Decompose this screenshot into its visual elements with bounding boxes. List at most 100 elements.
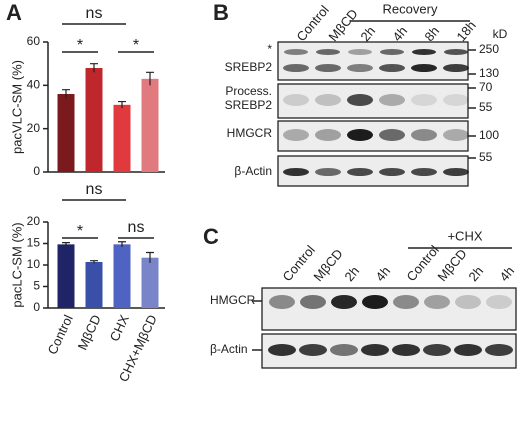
band xyxy=(379,129,405,141)
band xyxy=(331,295,357,309)
lane-label: 2h xyxy=(341,263,362,284)
band xyxy=(361,344,389,356)
row-label: SREBP2 xyxy=(225,60,273,74)
band xyxy=(347,64,373,72)
y-tick-label: 10 xyxy=(27,257,41,271)
band xyxy=(411,168,437,176)
band xyxy=(347,94,373,106)
y-tick-label: 0 xyxy=(33,300,40,314)
band xyxy=(315,129,341,141)
marker-label: 130 xyxy=(479,66,499,80)
lane-label: 8h xyxy=(421,23,442,44)
marker-label: 250 xyxy=(479,42,499,56)
y-tick-label: 20 xyxy=(27,214,41,228)
marker-label: 55 xyxy=(479,100,493,114)
y-axis-label: pacVLC-SM (%) xyxy=(9,60,24,154)
band xyxy=(380,49,404,55)
row-label: β-Actin xyxy=(210,342,248,356)
band xyxy=(379,64,405,72)
band xyxy=(443,94,469,106)
band xyxy=(315,168,341,176)
band xyxy=(315,94,341,106)
band xyxy=(486,295,512,309)
error-bar xyxy=(90,63,98,73)
lane-label: 4h xyxy=(372,263,393,284)
band xyxy=(444,49,468,55)
band xyxy=(485,344,513,356)
band xyxy=(348,49,372,55)
bar xyxy=(57,94,75,172)
band xyxy=(284,49,308,55)
bar xyxy=(85,261,103,308)
y-axis-label: pacLC-SM (%) xyxy=(9,222,24,307)
group-label: +CHX xyxy=(447,228,482,243)
blot-strip xyxy=(261,287,517,331)
band xyxy=(283,168,309,176)
y-tick-label: 15 xyxy=(27,236,41,250)
band xyxy=(443,168,469,176)
bar xyxy=(57,244,75,308)
row-label: * xyxy=(267,42,272,56)
band xyxy=(268,344,296,356)
significance-label: ns xyxy=(86,5,103,22)
band xyxy=(392,344,420,356)
marker-label: 55 xyxy=(479,150,493,164)
band xyxy=(443,129,469,141)
bar xyxy=(113,104,131,172)
row-label: HMGCR xyxy=(210,293,256,307)
y-tick-label: 0 xyxy=(33,164,40,178)
blot-strip xyxy=(277,41,469,81)
band xyxy=(330,344,358,356)
band xyxy=(443,64,469,72)
panel-label: B xyxy=(213,0,229,25)
significance-label: ns xyxy=(86,181,103,198)
error-bar xyxy=(62,89,70,99)
band xyxy=(454,344,482,356)
marker-label: 100 xyxy=(479,128,499,142)
x-tick-label: MβCD xyxy=(75,312,104,352)
error-bar xyxy=(118,241,126,247)
error-bar xyxy=(146,251,154,263)
band xyxy=(283,94,309,106)
unit-label: kD xyxy=(493,27,508,41)
error-bar xyxy=(90,260,98,264)
panel-label: A xyxy=(6,0,22,25)
error-bar xyxy=(118,100,126,109)
significance-label: ns xyxy=(128,219,145,236)
band xyxy=(411,94,437,106)
row-label: SREBP2 xyxy=(225,98,273,112)
error-bar xyxy=(146,71,154,86)
band xyxy=(424,295,450,309)
significance-label: * xyxy=(133,37,139,54)
band xyxy=(299,344,327,356)
bar xyxy=(141,78,159,172)
group-label: Recovery xyxy=(383,1,438,16)
band xyxy=(269,295,295,309)
band xyxy=(411,129,437,141)
bar xyxy=(113,244,131,308)
band xyxy=(411,64,437,72)
band xyxy=(393,295,419,309)
band xyxy=(379,168,405,176)
lane-label: 2h xyxy=(465,263,486,284)
band xyxy=(283,64,309,72)
band xyxy=(455,295,481,309)
x-tick-label: Control xyxy=(45,312,76,356)
lane-label: 2h xyxy=(357,23,378,44)
y-tick-label: 40 xyxy=(27,78,41,92)
y-tick-label: 60 xyxy=(27,34,41,48)
band xyxy=(412,49,436,55)
row-label: β-Actin xyxy=(234,164,272,178)
lane-label: Control xyxy=(279,242,318,284)
band xyxy=(347,168,373,176)
blot-strip xyxy=(277,120,469,152)
band xyxy=(362,295,388,309)
band xyxy=(423,344,451,356)
row-label: HMGCR xyxy=(227,126,273,140)
blot-strip xyxy=(277,83,469,119)
band xyxy=(300,295,326,309)
y-tick-label: 5 xyxy=(33,279,40,293)
significance-label: * xyxy=(77,223,83,240)
significance-label: * xyxy=(77,37,83,54)
